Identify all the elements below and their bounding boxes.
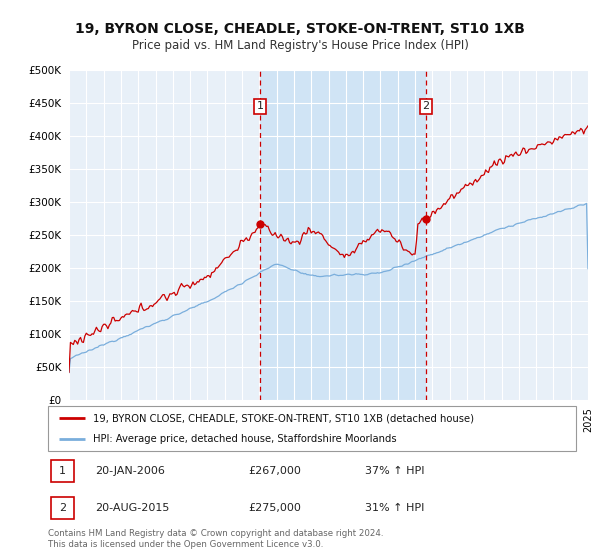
- Text: 2: 2: [59, 503, 66, 513]
- Text: 31% ↑ HPI: 31% ↑ HPI: [365, 503, 424, 513]
- FancyBboxPatch shape: [50, 497, 74, 520]
- Text: 2: 2: [422, 101, 430, 111]
- Text: £275,000: £275,000: [248, 503, 302, 513]
- Text: 20-JAN-2006: 20-JAN-2006: [95, 466, 166, 476]
- Text: 19, BYRON CLOSE, CHEADLE, STOKE-ON-TRENT, ST10 1XB (detached house): 19, BYRON CLOSE, CHEADLE, STOKE-ON-TRENT…: [93, 413, 474, 423]
- Text: £267,000: £267,000: [248, 466, 302, 476]
- Text: 1: 1: [59, 466, 66, 476]
- Text: Price paid vs. HM Land Registry's House Price Index (HPI): Price paid vs. HM Land Registry's House …: [131, 39, 469, 52]
- Text: 19, BYRON CLOSE, CHEADLE, STOKE-ON-TRENT, ST10 1XB: 19, BYRON CLOSE, CHEADLE, STOKE-ON-TRENT…: [75, 22, 525, 36]
- Text: 20-AUG-2015: 20-AUG-2015: [95, 503, 170, 513]
- Text: HPI: Average price, detached house, Staffordshire Moorlands: HPI: Average price, detached house, Staf…: [93, 433, 397, 444]
- Text: Contains HM Land Registry data © Crown copyright and database right 2024.
This d: Contains HM Land Registry data © Crown c…: [48, 529, 383, 549]
- Bar: [260, 70, 426, 400]
- FancyBboxPatch shape: [50, 460, 74, 482]
- FancyBboxPatch shape: [48, 406, 576, 451]
- Text: 37% ↑ HPI: 37% ↑ HPI: [365, 466, 424, 476]
- Text: 1: 1: [257, 101, 263, 111]
